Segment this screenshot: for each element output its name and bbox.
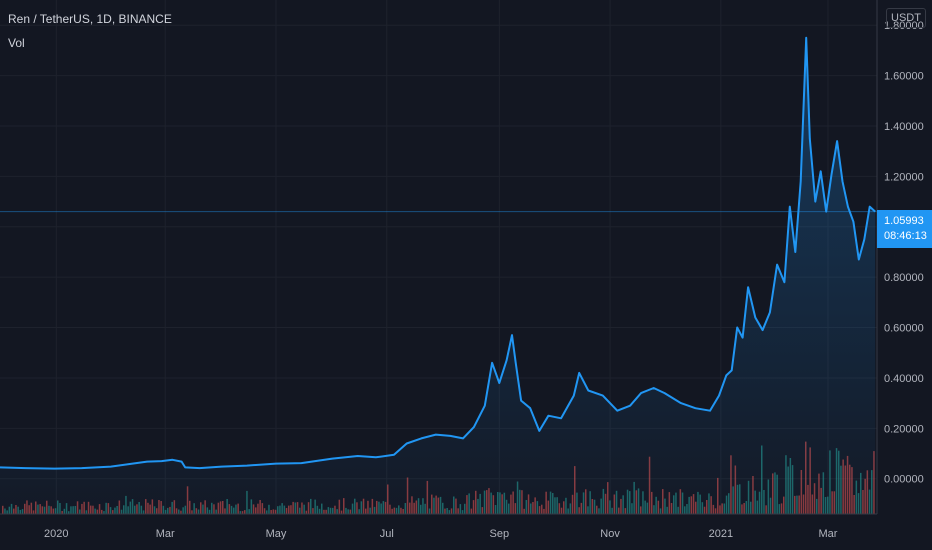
countdown-value: 08:46:13 bbox=[884, 230, 927, 242]
x-tick-label: Sep bbox=[490, 528, 510, 540]
y-tick-label: 1.80000 bbox=[884, 20, 924, 32]
currency-badge[interactable]: USDT bbox=[886, 8, 926, 28]
last-price-tag: 1.05993 08:46:13 bbox=[877, 210, 932, 248]
y-tick-label: 0.80000 bbox=[884, 272, 924, 284]
x-tick-label: Mar bbox=[818, 528, 837, 540]
x-tick-label: 2021 bbox=[709, 528, 733, 540]
y-tick-label: 1.20000 bbox=[884, 171, 924, 183]
x-tick-label: Jul bbox=[380, 528, 394, 540]
y-tick-label: 1.40000 bbox=[884, 121, 924, 133]
price-area-fill bbox=[0, 37, 876, 515]
volume-label: Vol bbox=[8, 36, 25, 50]
x-tick-label: Nov bbox=[600, 528, 620, 540]
price-line bbox=[0, 36, 876, 470]
y-tick-label: 0.20000 bbox=[884, 423, 924, 435]
x-tick-label: May bbox=[266, 528, 287, 540]
last-price-value: 1.05993 bbox=[884, 215, 924, 227]
y-tick-label: 1.60000 bbox=[884, 71, 924, 83]
y-tick-label: 0.00000 bbox=[884, 474, 924, 486]
x-tick-label: Mar bbox=[156, 528, 175, 540]
y-tick-label: 0.40000 bbox=[884, 373, 924, 385]
chart-title: Ren / TetherUS, 1D, BINANCE bbox=[8, 12, 172, 26]
x-tick-label: 2020 bbox=[44, 528, 68, 540]
y-tick-label: 0.60000 bbox=[884, 323, 924, 335]
